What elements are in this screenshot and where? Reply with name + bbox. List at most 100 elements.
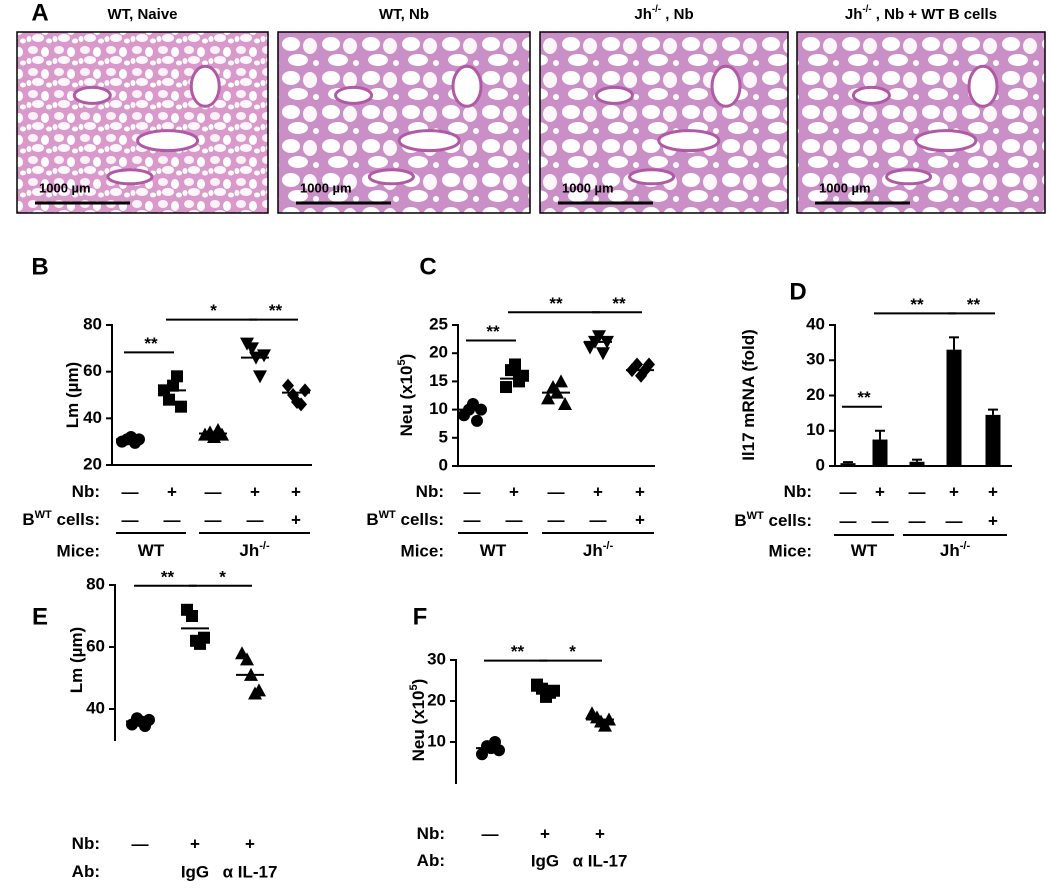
superscript: WT <box>379 509 396 521</box>
text-part: cells: <box>396 510 444 529</box>
text-part: Lm (µm) <box>63 362 82 428</box>
condition-value: — <box>946 511 963 530</box>
text-part: Jh <box>583 541 603 560</box>
condition-value: — <box>548 482 565 501</box>
mice-group: Jh-/- <box>940 540 971 561</box>
image-title: Jh-/- , Nb + WT B cells <box>845 4 997 23</box>
y-tick-label: 60 <box>86 636 105 655</box>
superscript: WT <box>35 509 52 521</box>
condition-value: + <box>595 824 605 843</box>
significance-label: ** <box>511 642 525 661</box>
text-part: B <box>22 510 34 529</box>
y-axis-label: Il17 mRNA (fold) <box>739 329 758 461</box>
panel-letter: E <box>32 603 48 630</box>
significance-label: ** <box>612 294 626 313</box>
point <box>253 370 267 384</box>
text-part: ) <box>409 679 428 685</box>
image-title: Jh-/- , Nb <box>634 4 693 23</box>
airway <box>189 64 221 108</box>
bar <box>840 463 856 466</box>
point <box>592 330 606 344</box>
text-part: Nb: <box>72 482 100 501</box>
y-tick-label: 30 <box>427 649 446 668</box>
condition-label: BWT cells: <box>366 509 444 530</box>
condition-value: + <box>509 482 519 501</box>
text-part: , Nb + WT B cells <box>872 6 997 23</box>
text-part: Nb: <box>416 482 444 501</box>
airway <box>914 129 978 153</box>
mice-label: Mice: <box>769 541 812 560</box>
y-tick-label: 20 <box>427 690 446 709</box>
point <box>596 347 610 361</box>
point <box>167 379 179 392</box>
mice-group: WT <box>851 541 878 560</box>
panel-letter: F <box>413 603 428 630</box>
text-part: Ab: <box>417 851 445 870</box>
y-tick-label: 60 <box>83 361 102 380</box>
condition-value: + <box>540 824 550 843</box>
significance-label: * <box>219 567 226 586</box>
text-part: WT, Nb <box>379 6 429 23</box>
mice-group: WT <box>138 541 165 560</box>
condition-value: α IL-17 <box>223 862 278 881</box>
airway <box>334 85 374 105</box>
condition-label: Ab: <box>72 862 100 881</box>
image-title: WT, Naive <box>107 6 177 23</box>
scale-bar-label: 1000 µm <box>562 180 614 195</box>
image-title: WT, Nb <box>379 6 429 23</box>
condition-value: α IL-17 <box>573 851 628 870</box>
condition-value: + <box>988 511 998 530</box>
mice-group: Jh-/- <box>239 540 270 561</box>
point <box>257 349 271 363</box>
scale-bar-label: 1000 µm <box>39 180 91 195</box>
point <box>558 396 572 410</box>
airway <box>594 85 634 105</box>
text-part: WT, Naive <box>107 6 177 23</box>
condition-value: + <box>291 510 301 529</box>
y-axis-label: Lm (µm) <box>67 627 86 693</box>
condition-value: — <box>909 482 926 501</box>
condition-value: — <box>122 510 139 529</box>
mice-label: Mice: <box>57 541 100 560</box>
point <box>245 342 259 356</box>
condition-value: + <box>988 482 998 501</box>
condition-label: Nb: <box>72 834 100 853</box>
scale-bar-label: 1000 µm <box>819 180 871 195</box>
significance-label: ** <box>910 295 924 314</box>
bar <box>909 461 925 466</box>
condition-label: Nb: <box>72 482 100 501</box>
text-part: Jh <box>634 6 652 23</box>
text-part: Nb: <box>784 482 812 501</box>
significance-label: ** <box>144 334 158 353</box>
significance-label: ** <box>161 567 175 586</box>
superscript: WT <box>747 510 764 522</box>
significance-label: ** <box>967 295 981 314</box>
text-part: B <box>366 510 378 529</box>
condition-value: — <box>840 482 857 501</box>
point <box>631 357 643 372</box>
airway <box>397 129 461 153</box>
bar <box>985 414 1001 466</box>
airway <box>885 168 933 186</box>
condition-label: BWT cells: <box>734 510 812 531</box>
condition-value: — <box>464 510 481 529</box>
text-part: Jh <box>845 6 863 23</box>
condition-label: Nb: <box>416 482 444 501</box>
condition-value: + <box>250 482 260 501</box>
significance-label: ** <box>857 388 871 407</box>
mice-label: Mice: <box>401 541 444 560</box>
superscript: -/- <box>603 540 614 552</box>
airway <box>657 129 721 153</box>
condition-value: — <box>506 510 523 529</box>
point <box>517 369 529 382</box>
condition-value: + <box>593 482 603 501</box>
point <box>175 400 187 413</box>
text-part: ) <box>397 354 416 360</box>
text-part: cells: <box>764 511 812 530</box>
airway <box>106 168 154 186</box>
y-tick-label: 80 <box>83 314 102 333</box>
y-tick-label: 0 <box>439 455 448 474</box>
condition-value: — <box>132 834 149 853</box>
y-tick-label: 40 <box>83 408 102 427</box>
condition-value: + <box>291 482 301 501</box>
